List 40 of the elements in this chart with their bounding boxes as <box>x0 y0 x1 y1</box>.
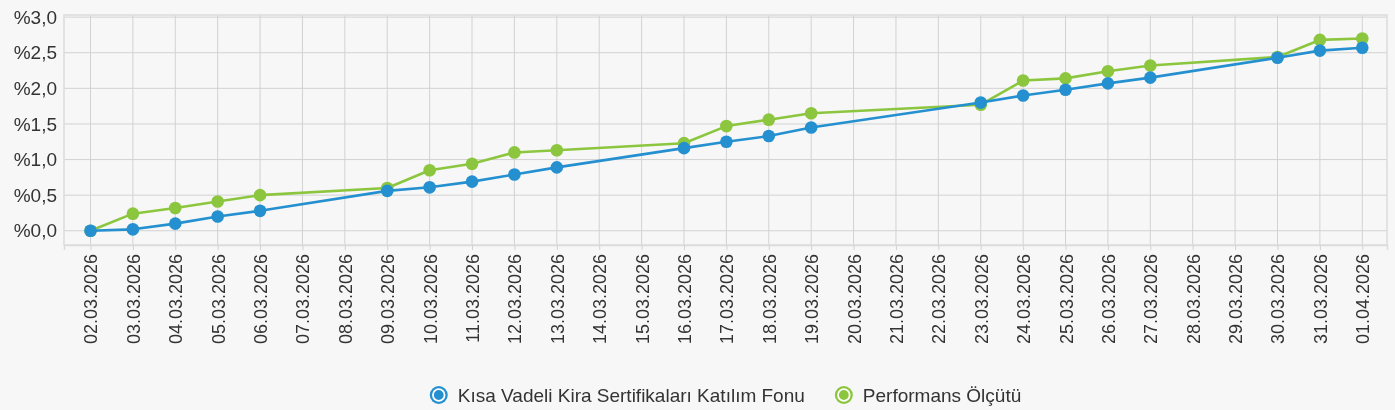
x-tick-label: 31.03.2026 <box>1310 254 1331 345</box>
x-tick-label: 25.03.2026 <box>1056 254 1077 345</box>
x-tick-label: 29.03.2026 <box>1226 254 1247 345</box>
legend-label: Performans Ölçütü <box>862 384 1022 406</box>
y-tick-label: %0,5 <box>13 184 57 206</box>
x-tick-label: 06.03.2026 <box>251 254 272 345</box>
x-tick-label: 07.03.2026 <box>293 254 314 345</box>
x-tick-label: 28.03.2026 <box>1183 254 1204 345</box>
legend-label: Kısa Vadeli Kira Sertifikaları Katılım Fonu <box>457 384 805 406</box>
x-tick-label: 24.03.2026 <box>1014 254 1035 345</box>
x-tick-label: 21.03.2026 <box>886 254 907 345</box>
y-tick-label: %1,0 <box>13 149 57 171</box>
x-tick-label: 26.03.2026 <box>1098 254 1119 345</box>
x-tick-label: 19.03.2026 <box>802 254 823 345</box>
x-tick-label: 08.03.2026 <box>335 254 356 345</box>
x-tick-label: 27.03.2026 <box>1141 254 1162 345</box>
x-tick-label: 17.03.2026 <box>717 254 738 345</box>
y-tick-label: %2,0 <box>13 77 57 99</box>
x-tick-label: 14.03.2026 <box>590 254 611 345</box>
x-tick-label: 23.03.2026 <box>971 254 992 345</box>
y-tick-label: %3,0 <box>13 6 57 28</box>
x-tick-label: 13.03.2026 <box>547 254 568 345</box>
x-tick-label: 03.03.2026 <box>123 254 144 345</box>
x-tick-label: 30.03.2026 <box>1268 254 1289 345</box>
x-tick-label: 05.03.2026 <box>208 254 229 345</box>
x-tick-label: 01.04.2026 <box>1353 254 1374 345</box>
x-tick-label: 10.03.2026 <box>420 254 441 345</box>
x-tick-label: 20.03.2026 <box>844 254 865 345</box>
x-tick-label: 12.03.2026 <box>505 254 526 345</box>
x-tick-label: 16.03.2026 <box>674 254 695 345</box>
y-tick-label: %1,5 <box>13 113 57 135</box>
y-tick-label: %0,0 <box>13 220 57 242</box>
x-tick-label: 15.03.2026 <box>632 254 653 345</box>
x-tick-label: 18.03.2026 <box>759 254 780 345</box>
x-tick-label: 04.03.2026 <box>166 254 187 345</box>
x-tick-label: 02.03.2026 <box>81 254 102 345</box>
x-tick-label: 22.03.2026 <box>929 254 950 345</box>
x-tick-label: 11.03.2026 <box>463 254 484 343</box>
y-tick-label: %2,5 <box>13 42 57 64</box>
x-tick-label: 09.03.2026 <box>378 254 399 345</box>
